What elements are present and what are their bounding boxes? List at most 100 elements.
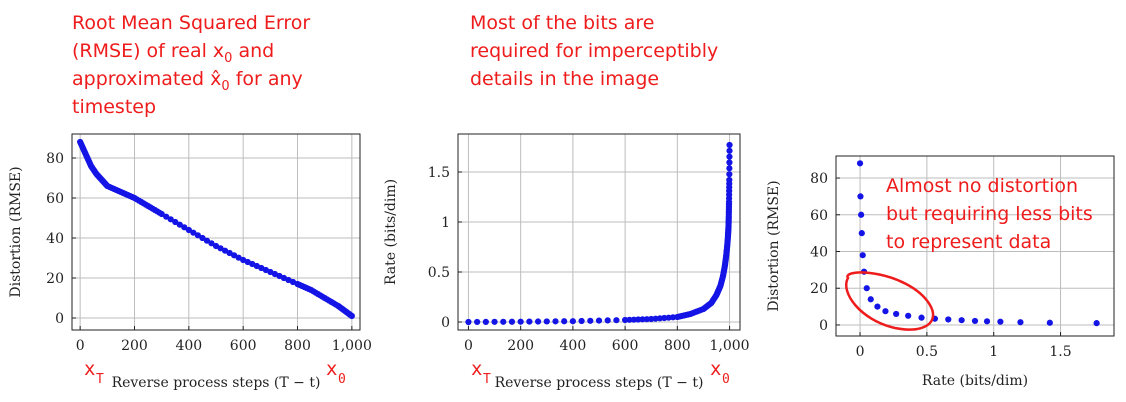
chart-2-point-9: [543, 318, 550, 325]
x0-label-2-main: x: [710, 358, 721, 380]
chart-2-xtick-3: 600: [612, 338, 639, 354]
chart-1-ytick-2: 40: [46, 231, 64, 247]
chart-3-point-9: [882, 308, 889, 315]
chart-1-xtick-4: 800: [284, 338, 311, 354]
chart-3-xtick-0: 0: [856, 344, 865, 360]
chart-1-point-63: [199, 234, 206, 242]
chart-2-point-115: [726, 171, 733, 178]
chart-2-xtick-1: 200: [507, 338, 534, 354]
chart-3-point-21: [1093, 320, 1100, 327]
chart-3-point-17: [983, 318, 991, 325]
chart-2-point-1: [474, 318, 481, 326]
annotation-rmse-xhat: x̂: [210, 68, 221, 90]
chart-3-point-10: [893, 310, 900, 318]
chart-3-xlabel: Rate (bits/dim): [922, 373, 1028, 389]
chart-2-point-12: [569, 318, 576, 325]
chart-1-frame: [71, 133, 361, 331]
chart-2-series-0: [465, 141, 733, 326]
chart-1: 0 200 400 600 800 1,000 0 20 40 60 80 Reverse proce…: [8, 133, 372, 391]
xT-label-1-sub: T: [96, 372, 104, 387]
chart-3-ytick-0: 0: [819, 318, 828, 334]
chart-1-point-65: [208, 240, 215, 247]
chart-2-point-14: [587, 317, 594, 324]
annotation-rmse-line2-b: and: [232, 40, 274, 62]
chart-1-xtick-2: 400: [175, 338, 202, 354]
annotation-rmse-line3-b: for any: [230, 68, 303, 90]
chart-2-point-4: [500, 318, 507, 325]
chart-2-point-120: [726, 141, 733, 149]
annotation-rmse-line4: timestep: [72, 96, 156, 118]
chart-1-point-114: [348, 312, 355, 320]
chart-3-xtick-3: 1.5: [1049, 344, 1071, 360]
annotation-bits-line3: details in the image: [470, 68, 659, 90]
chart-1-xtick-0: 0: [76, 338, 85, 354]
annotation-rmse-line3: approximated x̂0 for any: [72, 68, 303, 94]
chart-3-ytick-4: 80: [810, 171, 828, 187]
chart-2-point-3: [491, 318, 498, 325]
annotation-bits-line1: Most of the bits are: [470, 12, 654, 34]
chart-2-xtick-2: 400: [560, 338, 587, 354]
chart-3-series-0: [856, 160, 1100, 327]
annotation-distortion-line1: Almost no distortion: [886, 175, 1078, 197]
chart-3-ytick-3: 60: [810, 208, 828, 224]
chart-2-xtick-4: 800: [664, 338, 691, 354]
annotation-rmse-line1: Root Mean Squared Error: [72, 12, 310, 34]
chart-2-point-7: [526, 318, 533, 325]
chart-1-xtick-1: 200: [121, 338, 148, 354]
chart-1-series-0: [77, 138, 355, 320]
chart-3-point-4: [859, 252, 866, 259]
annotation-rmse-sub2: 0: [221, 79, 229, 94]
x0-label-2: x 0: [710, 358, 730, 387]
chart-3-point-0: [856, 160, 864, 167]
chart-3-point-11: [905, 312, 912, 319]
x0-label-2-sub: 0: [722, 372, 730, 387]
chart-3-point-6: [863, 285, 870, 292]
chart-1-ytick-4: 80: [46, 151, 64, 167]
annotation-bits-line2: required for imperceptibly: [470, 40, 718, 62]
x0-label-1: x 0: [326, 358, 346, 387]
chart-2-point-114: [726, 176, 733, 184]
chart-1-point-57: [172, 218, 179, 226]
chart-2-point-118: [726, 153, 733, 160]
chart-2-point-13: [578, 317, 585, 325]
chart-3-point-16: [971, 317, 979, 325]
chart-1-ytick-3: 60: [46, 191, 64, 207]
annotation-distortion: Almost no distortion but requiring less …: [886, 175, 1093, 253]
chart-1-point-54: [158, 210, 165, 218]
xT-label-1-main: x: [84, 358, 95, 380]
x0-label-1-main: x: [326, 358, 337, 380]
xT-label-1: x T: [84, 358, 104, 387]
chart-2-point-2: [482, 318, 489, 325]
chart-2-point-18: [622, 316, 629, 324]
chart-3: 0 0.5 1 1.5 0 20 40 60 80 Rate (bits/dim) Distorti…: [766, 155, 1115, 389]
chart-3-point-19: [1017, 319, 1024, 326]
chart-3-ylabel: Distortion (RMSE): [766, 180, 782, 311]
annotation-rmse-sub: 0: [224, 51, 232, 66]
chart-2-point-19: [626, 316, 633, 323]
chart-2-ytick-1: 0.5: [428, 265, 450, 281]
chart-1-point-61: [190, 229, 197, 236]
chart-2-xtick-0: 0: [464, 338, 473, 354]
chart-3-ytick-1: 20: [810, 281, 828, 297]
annotation-distortion-line3: to represent data: [886, 231, 1051, 253]
chart-2-ytick-0: 0: [441, 315, 450, 331]
chart-2-point-22: [639, 316, 646, 323]
annotation-bits: Most of the bits are required for imperc…: [470, 12, 718, 90]
chart-2-xtick-5: 1,000: [710, 338, 750, 354]
chart-2-point-0: [465, 318, 472, 326]
chart-2-ytick-3: 1.5: [428, 165, 450, 181]
chart-3-point-2: [858, 211, 865, 218]
chart-3-frame: [835, 155, 1115, 337]
chart-2-point-11: [561, 318, 568, 325]
chart-2-point-5: [508, 318, 516, 325]
chart-2-point-116: [726, 165, 733, 172]
chart-2-xlabel: Reverse process steps (T − t): [495, 375, 704, 391]
chart-2-point-20: [630, 316, 637, 323]
annotation-rmse: Root Mean Squared Error (RMSE) of real x…: [72, 12, 310, 118]
chart-2-point-6: [517, 318, 524, 325]
chart-2-point-15: [595, 317, 603, 324]
chart-1-ylabel: Distortion (RMSE): [8, 166, 24, 297]
x0-label-1-sub: 0: [338, 372, 346, 387]
chart-1-xtick-5: 1,000: [332, 338, 372, 354]
highlight-ellipse: [845, 271, 935, 331]
